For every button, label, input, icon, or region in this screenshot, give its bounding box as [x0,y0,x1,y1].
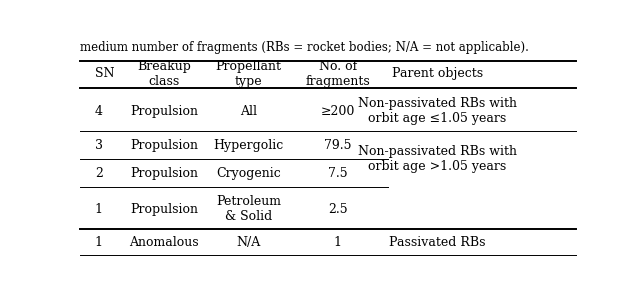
Text: 1: 1 [95,236,103,249]
Text: Petroleum
& Solid: Petroleum & Solid [216,195,281,223]
Text: 1: 1 [334,236,342,249]
Text: No. of
fragments: No. of fragments [305,60,371,88]
Text: N/A: N/A [237,236,260,249]
Text: Parent objects: Parent objects [392,67,483,80]
Text: Propulsion: Propulsion [131,105,198,118]
Text: Non-passivated RBs with
orbit age >1.05 years: Non-passivated RBs with orbit age >1.05 … [358,145,516,173]
Text: Propulsion: Propulsion [131,139,198,152]
Text: ≥200: ≥200 [321,105,355,118]
Text: 2: 2 [95,166,103,180]
Text: SN: SN [95,67,115,80]
Text: Propulsion: Propulsion [131,203,198,216]
Text: All: All [240,105,257,118]
Text: Breakup
class: Breakup class [138,60,191,88]
Text: Cryogenic: Cryogenic [216,166,281,180]
Text: 2.5: 2.5 [328,203,348,216]
Text: Anomalous: Anomalous [129,236,199,249]
Text: 79.5: 79.5 [324,139,351,152]
Text: medium number of fragments (RBs = rocket bodies; N/A = not applicable).: medium number of fragments (RBs = rocket… [80,41,529,54]
Text: 4: 4 [95,105,103,118]
Text: 1: 1 [95,203,103,216]
Text: Propellant
type: Propellant type [216,60,282,88]
Text: 3: 3 [95,139,103,152]
Text: Propulsion: Propulsion [131,166,198,180]
Text: Hypergolic: Hypergolic [214,139,284,152]
Text: Non-passivated RBs with
orbit age ≤1.05 years: Non-passivated RBs with orbit age ≤1.05 … [358,98,516,125]
Text: 7.5: 7.5 [328,166,348,180]
Text: Passivated RBs: Passivated RBs [389,236,485,249]
